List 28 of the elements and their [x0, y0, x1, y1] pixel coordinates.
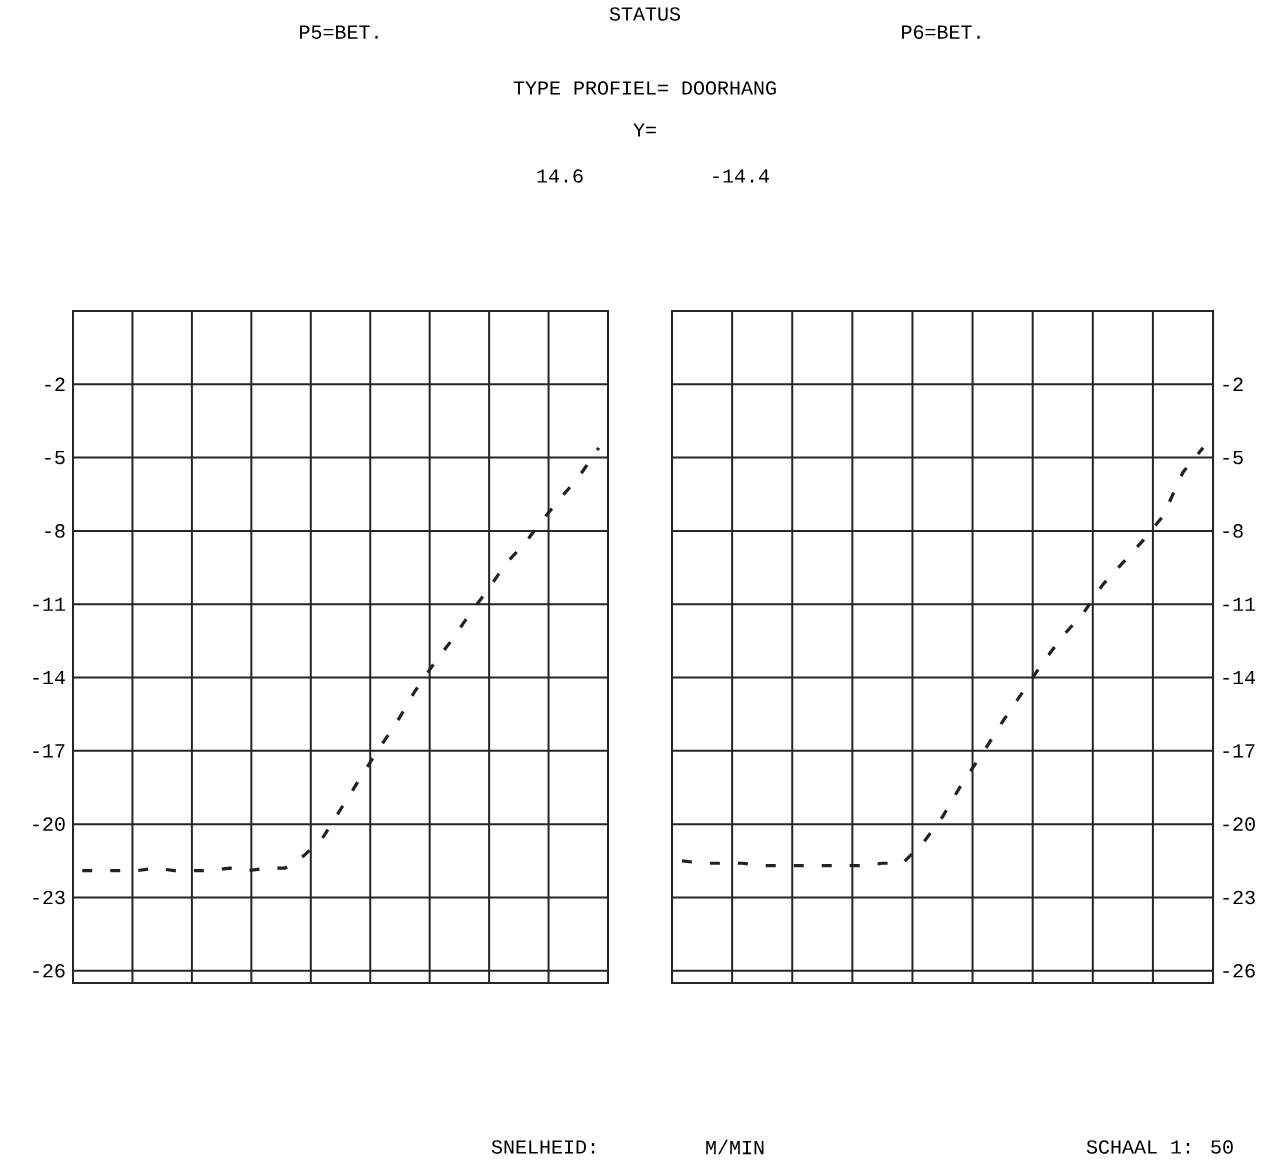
y-tick-label: -14 — [1223, 670, 1256, 685]
text: Y= — [633, 123, 656, 137]
y-tick-label: -26 — [1223, 963, 1255, 978]
y-tick-label: -5 — [1223, 450, 1243, 465]
y-tick-label: -23 — [1223, 890, 1255, 905]
chart-title: P6=BET. — [902, 25, 980, 39]
y-tick-label: -17 — [1223, 744, 1255, 758]
y-tick-label: -20 — [1223, 817, 1255, 831]
y-tick-label: -14 — [33, 670, 65, 685]
text: STATUS — [609, 7, 681, 21]
y-tick-label: -5 — [45, 450, 65, 465]
y-tick-label: -8 — [1223, 524, 1243, 538]
text: -14.4 — [713, 169, 769, 183]
y-tick-label: -26 — [33, 963, 65, 978]
y-tick-label: -2 — [45, 377, 65, 391]
text: 14.6 — [537, 169, 583, 183]
text: TYPE PROFIEL= DOORHANG — [513, 81, 776, 95]
y-tick-label: -11 — [1223, 597, 1256, 611]
y-tick-label: -23 — [33, 890, 65, 905]
y-tick-label: -17 — [33, 744, 65, 758]
chart-title: P5=BET. — [300, 25, 378, 39]
text: SCHAAL 1: 50 — [1086, 1140, 1233, 1154]
y-tick-label: -8 — [45, 524, 65, 538]
y-tick-label: -11 — [33, 597, 65, 611]
y-tick-label: -2 — [1223, 377, 1243, 391]
text: SNELHEID: — [491, 1140, 595, 1154]
text: M/MIN — [706, 1139, 764, 1155]
y-tick-label: -20 — [33, 817, 65, 831]
